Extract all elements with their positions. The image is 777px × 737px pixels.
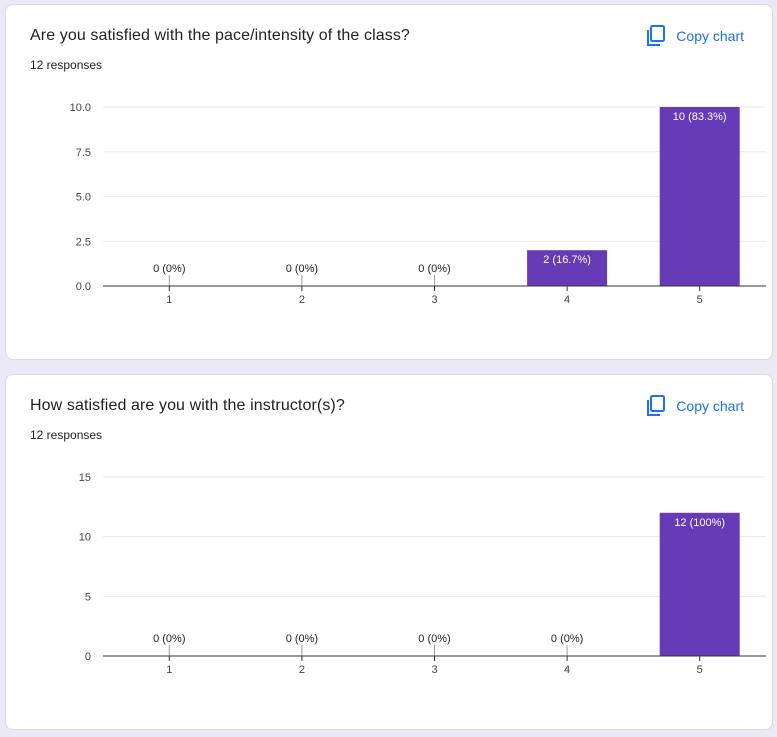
x-tick-label: 5 (697, 294, 703, 306)
bar-chart: 0.0 2.5 5.0 7.5 10.0 0 (0%) 1 0 (0%) 2 0 (0%) 3 2 (… (70, 102, 766, 306)
copy-chart-label: Copy chart (676, 28, 744, 44)
data-label: 10 (83.3%) (673, 111, 727, 123)
response-count: 12 responses (30, 428, 103, 442)
data-label: 0 (0%) (286, 633, 318, 645)
bar (527, 250, 608, 286)
x-tick-label: 4 (564, 664, 570, 676)
data-label: 0 (0%) (418, 263, 450, 275)
bar (659, 512, 740, 656)
y-tick-label: 0.0 (76, 281, 91, 293)
y-tick-label: 5 (85, 591, 91, 603)
y-tick-label: 10.0 (70, 102, 91, 114)
x-tick-label: 4 (564, 294, 570, 306)
copy-chart-button[interactable]: Copy chart (642, 23, 748, 49)
copy-icon (646, 25, 666, 47)
x-tick-label: 2 (299, 664, 305, 676)
data-label: 0 (0%) (153, 633, 185, 645)
question-card: How satisfied are you with the instructo… (5, 374, 773, 730)
data-label: 0 (0%) (153, 263, 185, 275)
x-tick-label: 2 (299, 294, 305, 306)
x-tick-label: 3 (431, 664, 437, 676)
copy-chart-label: Copy chart (676, 398, 744, 414)
bar-chart: 0 5 10 15 0 (0%) 1 0 (0%) 2 0 (0%) 3 0 (0%) 4 12 (10… (79, 472, 766, 676)
question-title: Are you satisfied with the pace/intensit… (30, 27, 410, 44)
data-label: 0 (0%) (418, 633, 450, 645)
question-card: Are you satisfied with the pace/intensit… (5, 4, 773, 360)
bar (659, 107, 740, 286)
data-label: 0 (0%) (551, 633, 583, 645)
data-label: 2 (16.7%) (543, 254, 591, 266)
y-tick-label: 10 (79, 532, 91, 544)
data-label: 12 (100%) (674, 517, 725, 529)
y-tick-label: 15 (79, 472, 91, 484)
copy-icon (646, 395, 666, 417)
question-title: How satisfied are you with the instructo… (30, 397, 345, 414)
y-tick-label: 7.5 (76, 147, 91, 159)
y-tick-label: 2.5 (76, 236, 91, 248)
y-tick-label: 0 (85, 651, 91, 663)
x-tick-label: 1 (166, 664, 172, 676)
data-label: 0 (0%) (286, 263, 318, 275)
x-tick-label: 5 (697, 664, 703, 676)
x-tick-label: 3 (431, 294, 437, 306)
response-count: 12 responses (30, 58, 103, 72)
x-tick-label: 1 (166, 294, 172, 306)
y-tick-label: 5.0 (76, 192, 91, 204)
copy-chart-button[interactable]: Copy chart (642, 393, 748, 419)
